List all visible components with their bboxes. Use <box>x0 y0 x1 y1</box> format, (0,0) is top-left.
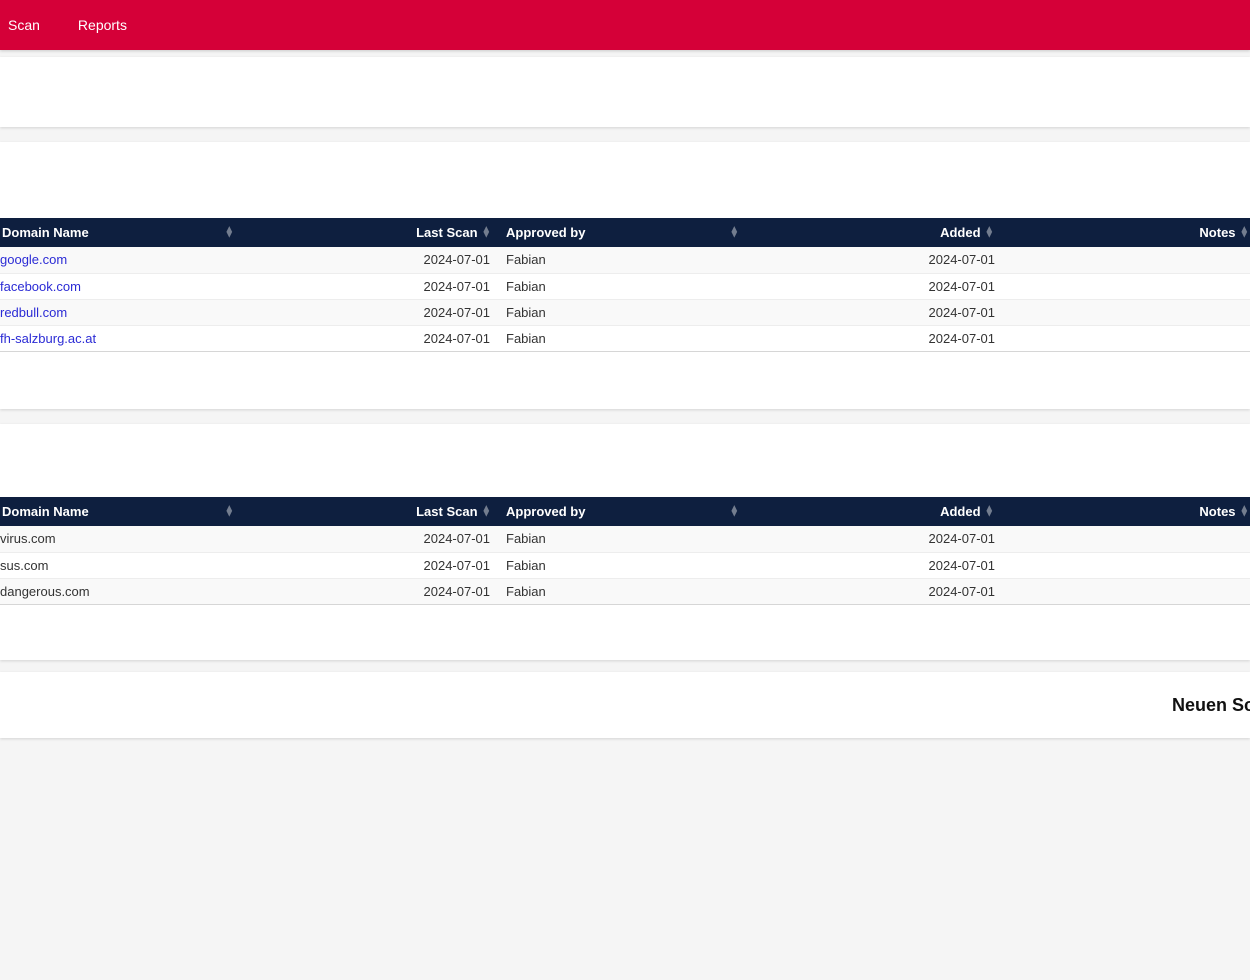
column-header-added[interactable]: Added ◆ <box>745 497 995 526</box>
column-header-notes[interactable]: Notes ◆ <box>995 218 1250 247</box>
approved-by-cell: Fabian <box>492 552 745 579</box>
added-cell: 2024-07-01 <box>745 526 995 553</box>
approved-by-cell: Fabian <box>492 325 745 352</box>
column-label: Notes <box>1199 225 1236 240</box>
blacklist-table: Domain Name ◆ Last Scan ◆ Approved by ◆ <box>0 497 1250 605</box>
domain-link[interactable]: redbull.com <box>0 304 68 320</box>
column-header-added[interactable]: Added ◆ <box>745 218 995 247</box>
sort-icon: ◆ <box>731 503 737 519</box>
column-label: Added <box>940 225 981 240</box>
domain-link[interactable]: facebook.com <box>0 278 81 294</box>
approved-by-cell: Fabian <box>492 299 745 326</box>
column-header-last-scan[interactable]: Last Scan ◆ <box>240 497 492 526</box>
added-cell: 2024-07-01 <box>745 325 995 352</box>
column-label: Notes <box>1199 504 1236 519</box>
sort-icon: ◆ <box>226 503 232 519</box>
last-scan-cell: 2024-07-01 <box>240 299 492 326</box>
last-scan-cell: 2024-07-01 <box>240 578 492 605</box>
domain-cell: sus.com <box>0 552 240 579</box>
last-scan-cell: 2024-07-01 <box>240 552 492 579</box>
top-navbar: Scan Reports <box>0 0 1250 50</box>
column-label: Added <box>940 504 981 519</box>
column-label: Last Scan <box>416 225 478 240</box>
column-header-notes[interactable]: Notes ◆ <box>995 497 1250 526</box>
added-cell: 2024-07-01 <box>745 299 995 326</box>
column-header-domain-name[interactable]: Domain Name ◆ <box>0 218 240 247</box>
table-row: dangerous.com 2024-07-01 Fabian 2024-07-… <box>0 578 1250 605</box>
action-panel: Neuen Scan <box>0 672 1250 738</box>
whitelist-table: Domain Name ◆ Last Scan ◆ Approved by ◆ <box>0 218 1250 352</box>
table-row: google.com 2024-07-01 Fabian 2024-07-01 <box>0 247 1250 274</box>
sort-icon: ◆ <box>483 224 489 240</box>
sort-icon: ◆ <box>731 224 737 240</box>
table-row: fh-salzburg.ac.at 2024-07-01 Fabian 2024… <box>0 325 1250 352</box>
approved-by-cell: Fabian <box>492 578 745 605</box>
blacklist-panel: Domain Name ◆ Last Scan ◆ Approved by ◆ <box>0 424 1250 660</box>
notes-cell <box>995 273 1250 300</box>
last-scan-cell: 2024-07-01 <box>240 325 492 352</box>
nav-item-reports[interactable]: Reports <box>77 17 127 33</box>
last-scan-cell: 2024-07-01 <box>240 273 492 300</box>
notes-cell <box>995 526 1250 553</box>
table-row: sus.com 2024-07-01 Fabian 2024-07-01 <box>0 552 1250 579</box>
column-header-approved-by[interactable]: Approved by ◆ <box>492 497 745 526</box>
approved-by-cell: Fabian <box>492 247 745 274</box>
added-cell: 2024-07-01 <box>745 247 995 274</box>
column-label: Approved by <box>506 504 586 519</box>
approved-by-cell: Fabian <box>492 273 745 300</box>
domain-cell: dangerous.com <box>0 578 240 605</box>
whitelist-panel: Domain Name ◆ Last Scan ◆ Approved by ◆ <box>0 142 1250 409</box>
nav-item-scan[interactable]: Scan <box>8 17 40 33</box>
notes-cell <box>995 552 1250 579</box>
table-row: virus.com 2024-07-01 Fabian 2024-07-01 <box>0 526 1250 553</box>
domain-cell: virus.com <box>0 526 240 553</box>
column-header-last-scan[interactable]: Last Scan ◆ <box>240 218 492 247</box>
column-header-approved-by[interactable]: Approved by ◆ <box>492 218 745 247</box>
domain-link[interactable]: fh-salzburg.ac.at <box>0 330 97 346</box>
last-scan-cell: 2024-07-01 <box>240 526 492 553</box>
last-scan-cell: 2024-07-01 <box>240 247 492 274</box>
column-label: Domain Name <box>2 225 89 240</box>
notes-cell <box>995 299 1250 326</box>
added-cell: 2024-07-01 <box>745 578 995 605</box>
table-row: facebook.com 2024-07-01 Fabian 2024-07-0… <box>0 273 1250 300</box>
table-row: redbull.com 2024-07-01 Fabian 2024-07-01 <box>0 299 1250 326</box>
sort-icon: ◆ <box>1241 224 1247 240</box>
blacklist-table-header: Domain Name ◆ Last Scan ◆ Approved by ◆ <box>0 497 1250 526</box>
notes-cell <box>995 325 1250 352</box>
sort-icon: ◆ <box>1241 503 1247 519</box>
approved-by-cell: Fabian <box>492 526 745 553</box>
column-label: Approved by <box>506 225 586 240</box>
top-panel <box>0 57 1250 127</box>
added-cell: 2024-07-01 <box>745 273 995 300</box>
sort-icon: ◆ <box>986 224 992 240</box>
domain-link[interactable]: google.com <box>0 252 68 268</box>
sort-icon: ◆ <box>483 503 489 519</box>
notes-cell <box>995 247 1250 274</box>
sort-icon: ◆ <box>986 503 992 519</box>
column-label: Last Scan <box>416 504 478 519</box>
sort-icon: ◆ <box>226 224 232 240</box>
column-header-domain-name[interactable]: Domain Name ◆ <box>0 497 240 526</box>
notes-cell <box>995 578 1250 605</box>
whitelist-table-header: Domain Name ◆ Last Scan ◆ Approved by ◆ <box>0 218 1250 247</box>
new-scan-button[interactable]: Neuen Scan <box>1172 695 1250 716</box>
column-label: Domain Name <box>2 504 89 519</box>
added-cell: 2024-07-01 <box>745 552 995 579</box>
